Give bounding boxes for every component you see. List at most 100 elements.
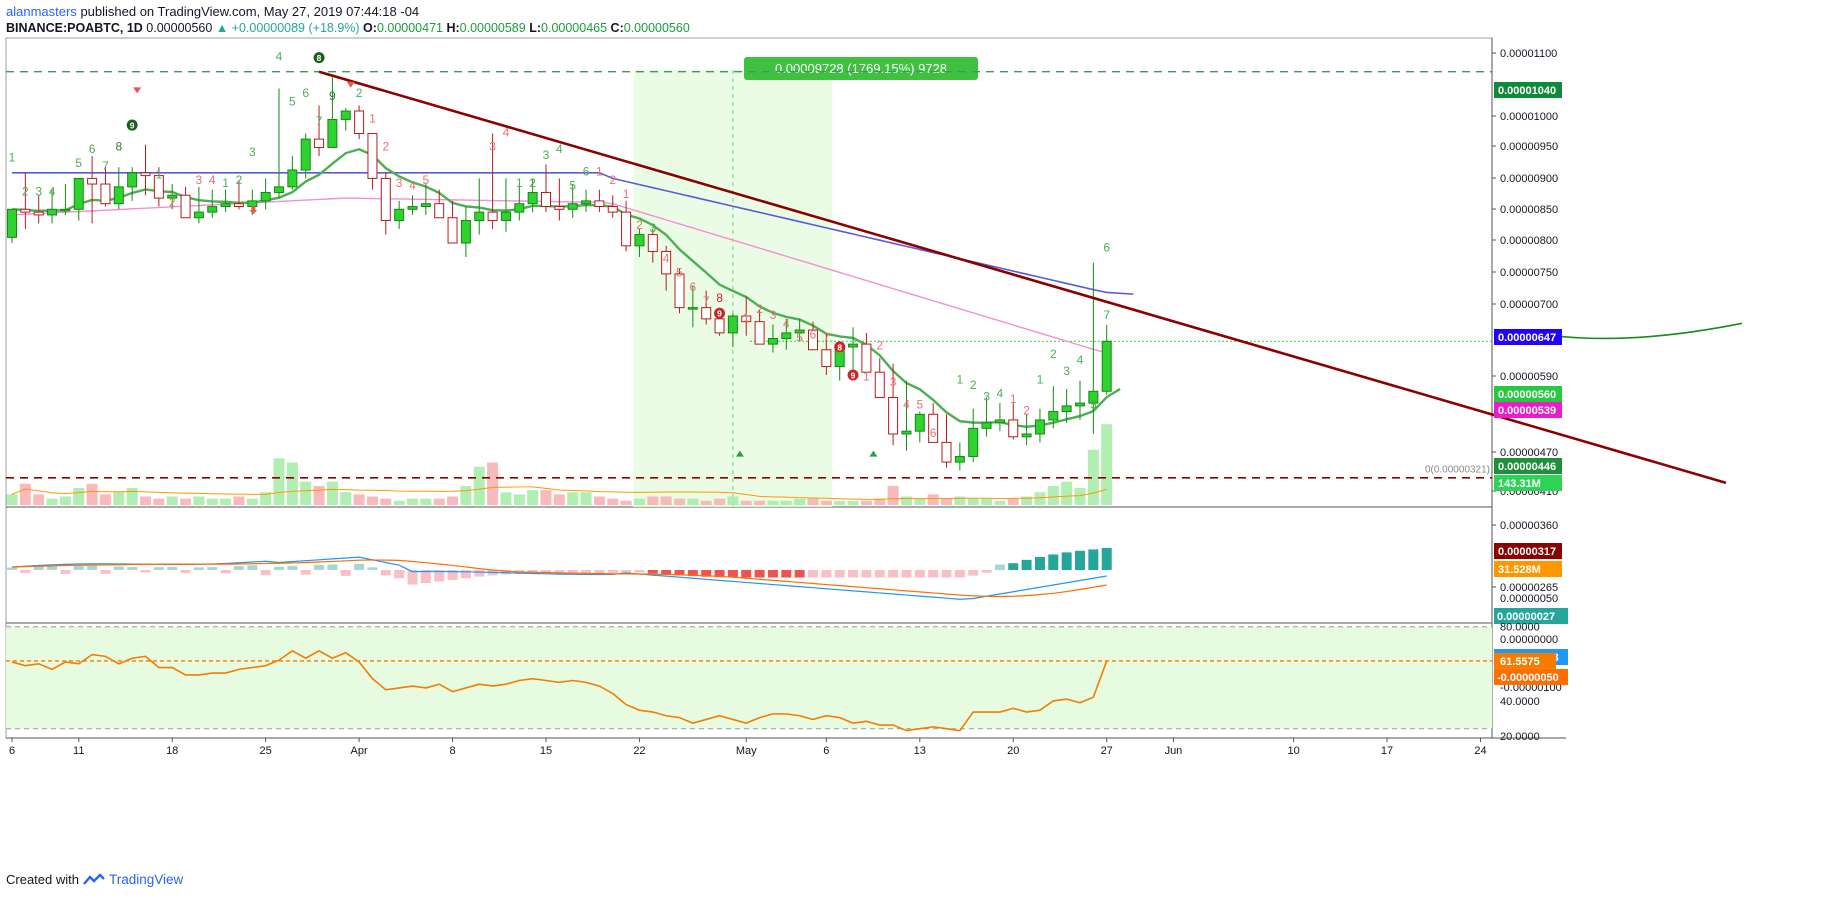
- sell-arrow-icon: [346, 81, 355, 88]
- candle-down: [233, 203, 244, 208]
- buy-arrow-icon: [735, 450, 744, 457]
- macd-histogram-bar: [47, 566, 58, 570]
- time-tick-label: 18: [166, 745, 178, 757]
- candle-down: [380, 177, 391, 222]
- symbol-name: BINANCE:POABTC, 1D: [6, 21, 143, 35]
- td-count-label: 5: [289, 94, 296, 108]
- volume-bar: [300, 481, 312, 505]
- close-label: C:: [610, 21, 624, 35]
- macd-histogram-bar: [981, 570, 992, 573]
- volume-bar: [674, 498, 685, 505]
- td-count-label: 2: [356, 86, 363, 100]
- td-count-label: 5: [676, 266, 683, 280]
- candle-up: [687, 307, 698, 310]
- low-value: 0.00000465: [541, 21, 608, 35]
- price-badge-label: 0.00000647: [1498, 332, 1556, 344]
- td-count-label: 2: [609, 173, 616, 187]
- candle-down: [487, 211, 498, 222]
- volume-bar: [714, 498, 726, 505]
- close-value: 0.00000560: [623, 21, 690, 35]
- price-tick-label: 0.00000265: [1500, 582, 1558, 594]
- candle-up: [634, 234, 645, 247]
- macd-histogram-bar: [300, 570, 311, 575]
- volume-bar: [1087, 449, 1099, 505]
- macd-badge-label: 0.00000027: [1497, 611, 1555, 623]
- macd-histogram-bar: [727, 570, 738, 578]
- volume-bar: [941, 498, 952, 505]
- macd-histogram-bar: [407, 570, 418, 585]
- macd-histogram-bar: [153, 567, 164, 570]
- td-count-label: 1: [623, 187, 630, 201]
- candle-up: [247, 200, 258, 208]
- price-tick-label: 0.00000950: [1500, 141, 1558, 153]
- price-badge: [1494, 402, 1562, 418]
- created-with-label: Created with: [6, 872, 79, 887]
- candle-up: [113, 186, 124, 205]
- high-label: H:: [446, 21, 460, 35]
- volume-bar: [687, 498, 699, 505]
- candle-up: [581, 200, 592, 205]
- volume-bar: [527, 490, 539, 505]
- candle-down: [808, 329, 818, 351]
- td-count-label: 4: [903, 398, 910, 412]
- td-count-label: 6: [690, 280, 697, 294]
- volume-bar: [286, 462, 298, 505]
- change-value: ▲ +0.00000089 (+18.9%): [215, 21, 360, 35]
- tradingview-brand[interactable]: TradingView: [108, 872, 184, 887]
- volume-bar: [927, 494, 939, 505]
- volume-bar: [660, 496, 672, 505]
- macd-histogram-bar: [968, 570, 979, 576]
- candle-up: [567, 203, 578, 210]
- author-link[interactable]: alanmasters: [6, 4, 77, 19]
- candle-down: [554, 206, 565, 210]
- td-count-label: 3: [396, 176, 403, 190]
- volume-bar: [860, 500, 872, 505]
- candle-up: [407, 206, 418, 210]
- time-tick-label: 6: [823, 745, 829, 757]
- volume-bar: [553, 494, 565, 505]
- sell-arrow-icon: [133, 87, 142, 94]
- volume-bar: [607, 498, 619, 505]
- td-count-label: 1: [1037, 372, 1044, 386]
- price-badge-label: 31.528M: [1498, 564, 1541, 576]
- volume-bar: [180, 498, 192, 505]
- td-count-label: 2: [1050, 347, 1057, 361]
- macd-histogram-bar: [834, 570, 845, 578]
- price-tick-label: 0.00000800: [1500, 235, 1558, 247]
- volume-bar: [33, 494, 45, 505]
- volume-bar: [433, 498, 445, 505]
- candle-up: [1021, 433, 1032, 438]
- candle-up: [260, 191, 271, 202]
- td-count-label: 2: [529, 176, 536, 190]
- last-price: 0.00000560: [146, 21, 213, 35]
- price-badge-label: 0.00000317: [1498, 546, 1556, 558]
- publish-info: published on TradingView.com, May 27, 20…: [80, 4, 420, 19]
- volume-bar: [994, 500, 1006, 505]
- td-count-label: 4: [503, 125, 510, 139]
- candle-down: [621, 211, 632, 247]
- macd-histogram-bar: [167, 567, 178, 570]
- td-setup-circle: [847, 369, 859, 381]
- candle-down: [701, 307, 712, 320]
- time-tick-label: 22: [633, 745, 645, 757]
- candle-down: [180, 194, 191, 219]
- volume-bar: [326, 481, 338, 505]
- td-count-label: 4: [556, 142, 563, 156]
- macd-histogram-bar: [380, 570, 391, 576]
- candle-down: [367, 132, 378, 179]
- candle-down: [647, 234, 658, 252]
- macd-histogram-bar: [394, 570, 405, 579]
- price-tick-label: 0.00000900: [1500, 173, 1558, 185]
- macd-histogram-bar: [1048, 554, 1059, 570]
- volume-bar: [220, 498, 232, 505]
- candle-up: [767, 337, 778, 345]
- volume-bar: [340, 492, 352, 505]
- macd-histogram-bar: [1061, 552, 1072, 570]
- candle-up: [1061, 405, 1072, 413]
- candle-down: [100, 183, 111, 205]
- time-tick-label: 27: [1101, 745, 1113, 757]
- td-count-label: 3: [543, 148, 550, 162]
- td-count-label: 7: [823, 330, 830, 344]
- candle-up: [340, 110, 351, 120]
